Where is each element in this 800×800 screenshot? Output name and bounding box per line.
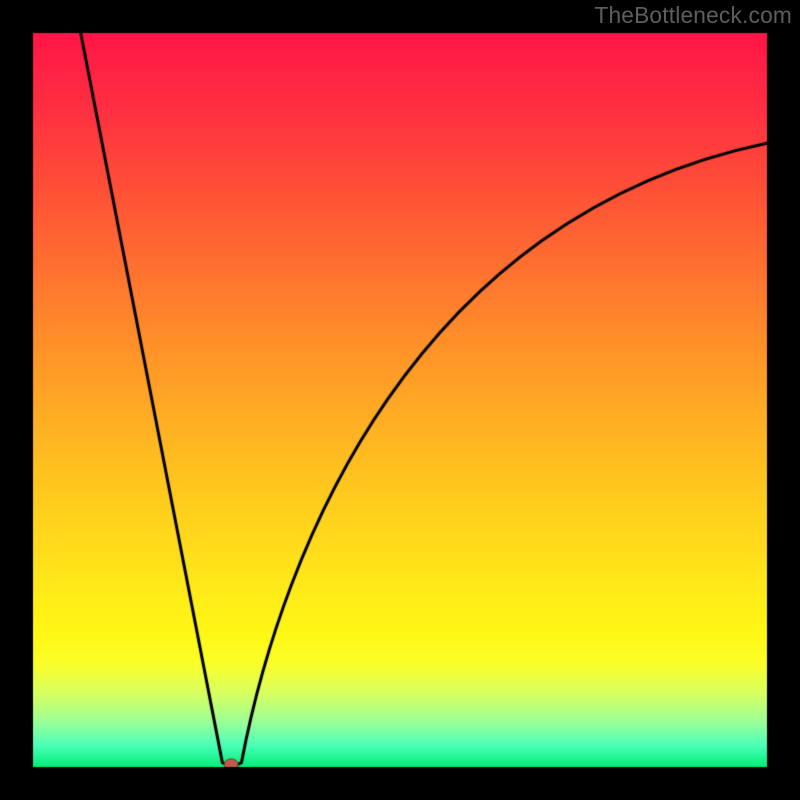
bottleneck-curve-chart (0, 0, 800, 800)
attribution-label: TheBottleneck.com (594, 2, 792, 29)
chart-stage: TheBottleneck.com (0, 0, 800, 800)
